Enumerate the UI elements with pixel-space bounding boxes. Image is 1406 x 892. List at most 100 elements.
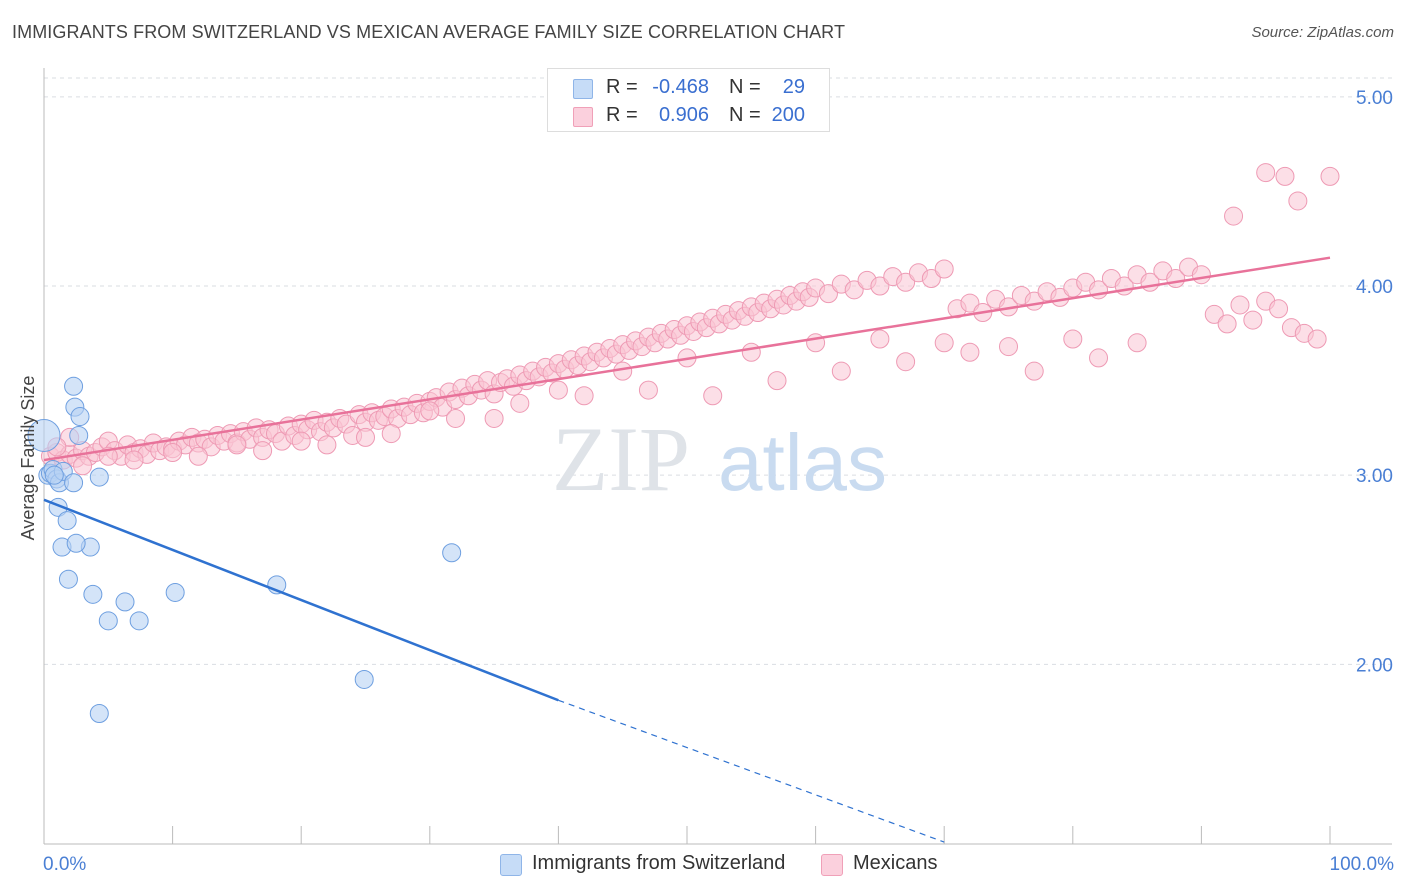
mexicans-point [831, 361, 851, 381]
x-tick-label: 0.0% [43, 854, 86, 875]
y-tick-label: 4.00 [1356, 277, 1393, 298]
trend-lines [43, 256, 1331, 843]
swiss-point [115, 592, 135, 612]
mexicans-point [381, 424, 401, 444]
mexicans-point [1288, 191, 1308, 211]
swiss-point [58, 569, 78, 589]
mexicans-point [1089, 348, 1109, 368]
mexicans-point [356, 427, 375, 447]
legend-r-label: R = [606, 104, 638, 126]
mexicans-point [163, 442, 183, 462]
mexicans-point [999, 337, 1018, 357]
mexicans-point [638, 380, 658, 400]
mexicans-point [1269, 299, 1289, 319]
mexicans-point [921, 268, 941, 288]
mexicans-point [317, 435, 337, 455]
chart-source: Source: ZipAtlas.com [1251, 24, 1394, 41]
tick-labels: 2.00 3.00 4.00 5.00 0.0% 100.0% [43, 88, 1394, 875]
mexicans-point [1320, 166, 1340, 186]
swiss-point [354, 669, 374, 689]
mexicans-point [253, 441, 273, 461]
mexicans-point [1063, 329, 1083, 349]
mexicans-point [574, 386, 594, 406]
legend-n-label: N = [729, 76, 761, 98]
y-axis-label: Average Family Size [18, 376, 38, 541]
watermark-zip: ZIP [552, 408, 690, 510]
mexicans-point [420, 401, 440, 421]
swiss-point [89, 467, 109, 487]
mexicans-point [818, 284, 838, 304]
legend-row-swiss: R = -0.468 N = 29 [548, 73, 829, 101]
mexicans-point [960, 293, 980, 313]
data-points [27, 163, 1340, 723]
watermark-atlas: atlas [718, 418, 887, 507]
mexicans-point [1024, 361, 1044, 381]
mexicans-point [1307, 329, 1327, 349]
swiss-point [98, 611, 118, 631]
mexicans-point [124, 450, 144, 470]
mexicans-point [1204, 304, 1224, 324]
legend-n-value: 200 [771, 104, 805, 126]
mexicans-point [484, 408, 504, 428]
swiss-point [27, 418, 61, 452]
mexicans-trend-line [43, 256, 1331, 462]
bottom-legend-label-swiss: Immigrants from Switzerland [532, 852, 786, 874]
mexicans-point [1217, 314, 1237, 334]
mexicans-point [1224, 206, 1244, 226]
mexicans-point [1256, 163, 1276, 183]
swiss-point [165, 582, 185, 602]
mexicans-point [446, 408, 466, 428]
mexicans-point [844, 280, 864, 300]
mexicans-point [703, 386, 723, 406]
legend-n-label: N = [729, 104, 761, 126]
swiss-point [44, 465, 64, 485]
mexicans-point [291, 431, 311, 451]
swiss-point [64, 376, 84, 396]
mexicans-point [896, 352, 916, 372]
mexicans-point [870, 276, 890, 296]
swiss-point [129, 611, 149, 631]
swiss-point [57, 511, 77, 531]
swiss-point [89, 703, 109, 723]
mexicans-point [870, 329, 890, 349]
mexicans-point [1191, 265, 1211, 285]
legend-n-value: 29 [782, 76, 805, 98]
swiss-point [64, 473, 84, 493]
mexicans-point [741, 342, 761, 362]
legend-r-value: 0.906 [658, 104, 709, 126]
swiss-point [70, 407, 90, 427]
mexicans-point [1275, 166, 1295, 186]
chart-title: IMMIGRANTS FROM SWITZERLAND VS MEXICAN A… [12, 22, 846, 42]
swiss-point [66, 533, 86, 553]
mexicans-point [73, 456, 93, 476]
legend-r-label: R = [606, 76, 638, 98]
swiss-point [83, 584, 103, 604]
mexicans-point [510, 393, 530, 413]
bottom-legend-swatch-mexicans [821, 854, 843, 876]
y-tick-label: 3.00 [1356, 466, 1393, 487]
x-tick-label: 100.0% [1330, 854, 1395, 875]
legend: R = -0.468 N = 29 R = 0.906 N = 200 [547, 68, 830, 132]
grid-lines [44, 77, 1392, 665]
legend-swatch-swiss [573, 79, 593, 99]
bottom-legend-label-mexicans: Mexicans [853, 852, 938, 874]
mexicans-point [934, 259, 954, 279]
mexicans-point [896, 272, 916, 292]
y-tick-label: 5.00 [1356, 88, 1393, 109]
mexicans-point [1230, 295, 1250, 315]
swiss-trend-extension [558, 699, 945, 843]
mexicans-point [767, 371, 787, 391]
mexicans-point [188, 446, 208, 466]
y-tick-label: 2.00 [1356, 655, 1393, 676]
swiss-trend-line [43, 498, 559, 702]
mexicans-point [227, 435, 247, 455]
bottom-legend-swatch-swiss [500, 854, 522, 876]
mexicans-point [1127, 333, 1147, 353]
mexicans-point [960, 342, 980, 362]
mexicans-point [934, 333, 954, 353]
swiss-point [442, 543, 462, 563]
legend-r-value: -0.468 [652, 76, 709, 98]
legend-row-mexicans: R = 0.906 N = 200 [548, 101, 829, 129]
mexicans-point [548, 380, 568, 400]
